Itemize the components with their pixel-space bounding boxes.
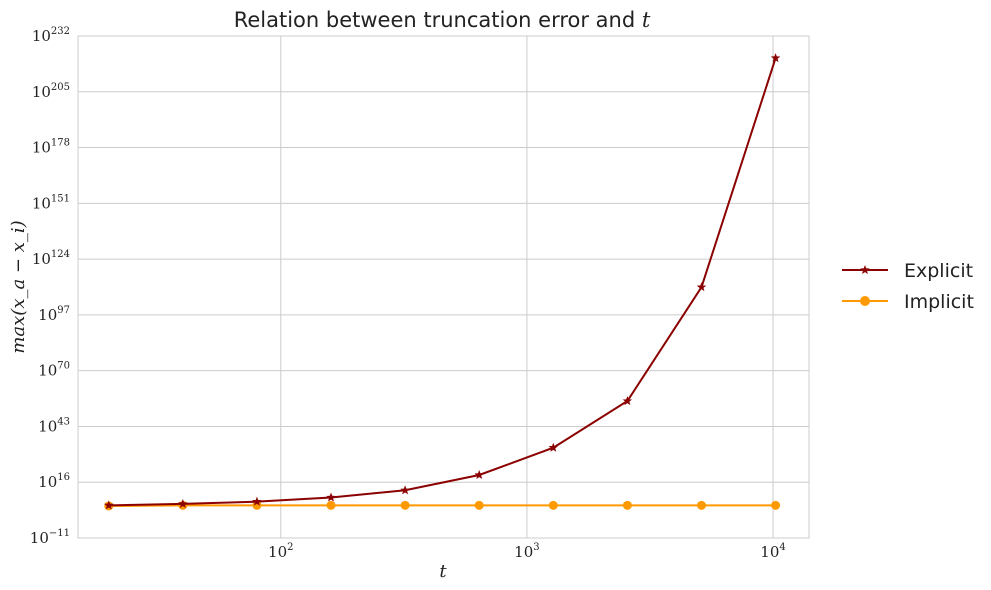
legend-label-explicit: Explicit — [904, 260, 973, 282]
y-tick-base: 10 — [32, 83, 51, 101]
y-tick-exponent: 16 — [57, 472, 70, 483]
data-point-implicit — [548, 500, 558, 510]
y-tick-base: 10 — [38, 473, 57, 491]
legend: Explicit Implicit — [842, 260, 974, 313]
y-tick-base: 10 — [38, 362, 57, 380]
series-line-implicit — [108, 504, 776, 507]
y-tick-label: 10−11 — [30, 528, 70, 547]
x-tick-base: 10 — [514, 543, 533, 561]
y-tick-exponent: 205 — [51, 82, 70, 93]
y-tick-exponent: −11 — [49, 528, 70, 539]
y-tick-exponent: 124 — [51, 249, 70, 260]
data-point-implicit — [326, 500, 336, 510]
legend-marker-explicit — [860, 265, 870, 275]
y-tick-base: 10 — [32, 27, 51, 45]
y-tick-exponent: 43 — [57, 416, 70, 427]
chart-title-var: t — [642, 8, 651, 32]
x-tick-label: 102 — [268, 542, 293, 561]
y-tick-exponent: 151 — [51, 193, 70, 204]
data-point-explicit — [326, 492, 336, 502]
data-point-explicit — [400, 485, 410, 495]
y-tick-exponent: 70 — [57, 361, 70, 372]
x-tick-exponent: 2 — [287, 542, 293, 553]
chart-title: Relation between truncation error and t — [234, 8, 651, 32]
series-explicit — [104, 53, 781, 510]
y-tick-base: 10 — [30, 529, 49, 547]
plot-frame — [77, 35, 810, 539]
y-tick-label: 10205 — [32, 82, 70, 101]
data-point-explicit — [770, 53, 781, 63]
y-tick-exponent: 178 — [51, 138, 70, 149]
y-tick-exponent: 232 — [51, 26, 70, 37]
data-point-implicit — [696, 500, 706, 510]
x-tick-base: 10 — [760, 543, 779, 561]
y-tick-label: 10232 — [32, 26, 70, 45]
legend-marker-implicit — [860, 296, 870, 306]
y-tick-labels: 10−1110161043107010971012410151101781020… — [30, 26, 70, 547]
data-point-explicit — [178, 498, 188, 508]
x-axis-label: t — [439, 561, 447, 582]
x-tick-labels: 102 103 104 — [268, 542, 786, 561]
y-tick-base: 10 — [38, 306, 57, 324]
legend-item-implicit: Implicit — [842, 291, 974, 313]
y-tick-label: 1070 — [38, 361, 70, 380]
y-tick-exponent: 97 — [57, 305, 70, 316]
data-point-explicit — [548, 442, 559, 452]
series-line-explicit — [108, 57, 777, 507]
x-tick-label: 104 — [760, 542, 785, 561]
x-tick-base: 10 — [268, 543, 287, 561]
y-tick-base: 10 — [32, 250, 51, 268]
data-point-implicit — [252, 500, 262, 510]
series — [104, 53, 781, 511]
chart-title-text: Relation between truncation error and — [234, 8, 642, 32]
y-tick-label: 10151 — [32, 193, 70, 212]
data-point-explicit — [622, 396, 633, 406]
data-point-implicit — [771, 500, 781, 510]
y-axis-label: max(x_a − x_i) — [8, 220, 29, 353]
y-tick-label: 10124 — [32, 249, 70, 268]
legend-item-explicit: Explicit — [842, 260, 973, 282]
y-tick-label: 10178 — [32, 138, 70, 157]
legend-label-implicit: Implicit — [904, 291, 974, 313]
data-point-implicit — [622, 500, 632, 510]
data-point-implicit — [400, 500, 410, 510]
y-tick-label: 1043 — [38, 416, 70, 435]
data-point-explicit — [696, 282, 707, 292]
x-tick-exponent: 4 — [779, 542, 785, 553]
data-point-explicit — [252, 496, 262, 506]
y-tick-label: 1016 — [38, 472, 70, 491]
y-tick-label: 1097 — [38, 305, 70, 324]
data-point-explicit — [104, 500, 114, 510]
y-tick-base: 10 — [32, 139, 51, 157]
data-point-explicit — [474, 469, 484, 480]
y-tick-base: 10 — [38, 417, 57, 435]
x-tick-exponent: 3 — [533, 542, 539, 553]
y-tick-base: 10 — [32, 194, 51, 212]
data-point-implicit — [474, 500, 484, 510]
x-tick-label: 103 — [514, 542, 539, 561]
